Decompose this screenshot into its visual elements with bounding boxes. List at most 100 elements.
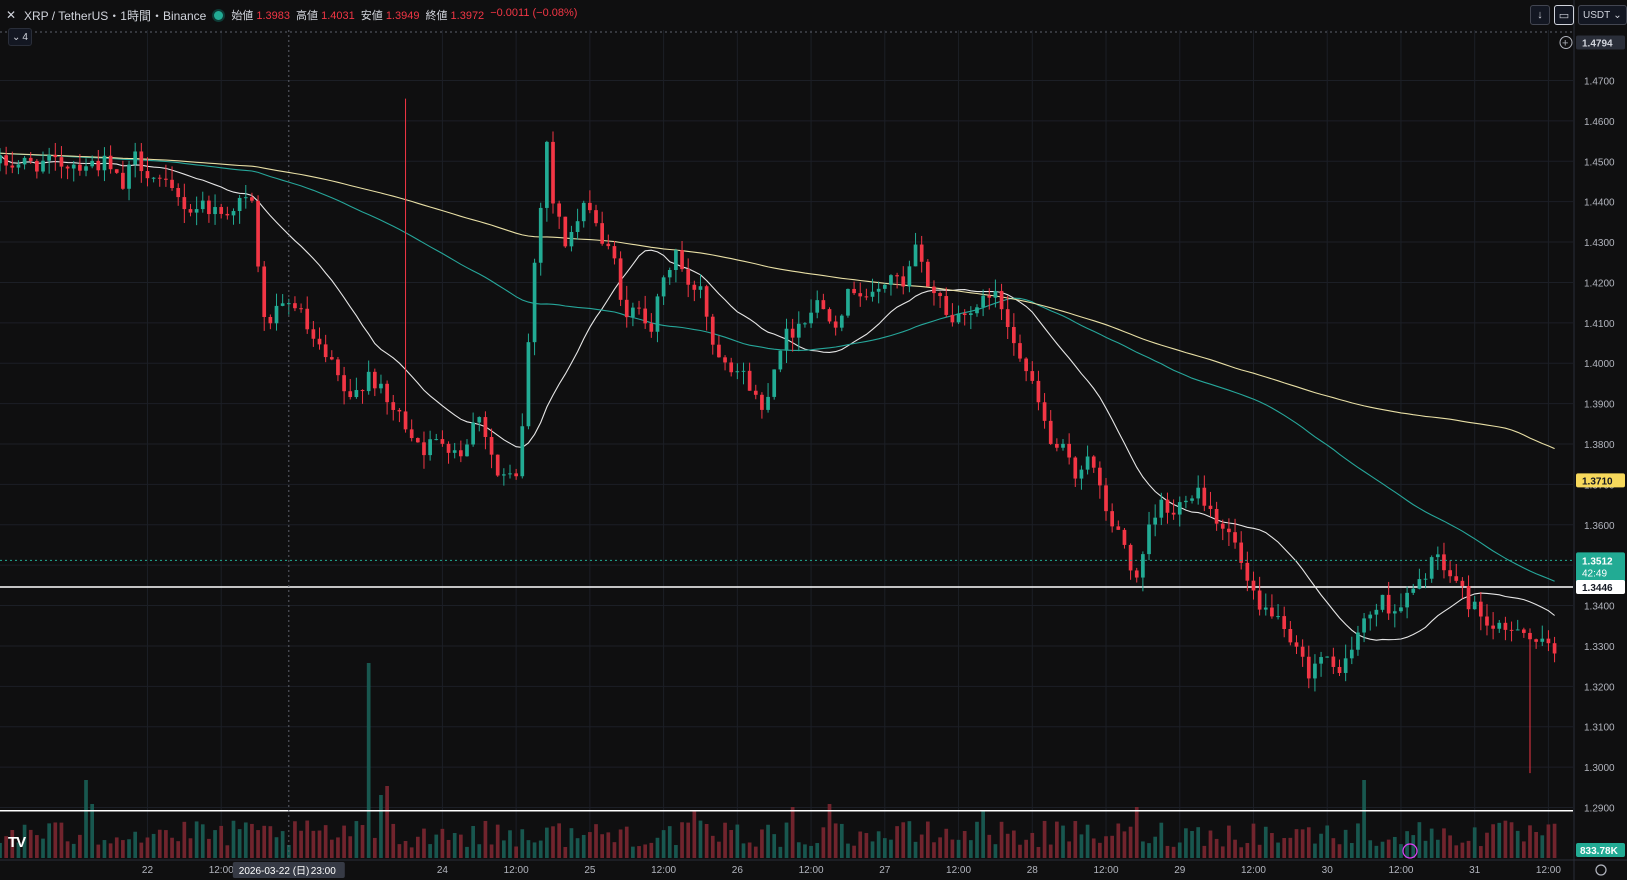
volume-bar — [698, 820, 703, 858]
download-icon[interactable]: ↓ — [1530, 5, 1550, 25]
hline-price-label-bg — [1576, 579, 1625, 594]
price-tick-label: 1.4300 — [1584, 238, 1615, 249]
candle-body — [1528, 632, 1532, 640]
candle-body — [1036, 380, 1041, 403]
horizontal-lines[interactable] — [0, 586, 1573, 812]
volume-bar — [354, 821, 359, 858]
tradingview-logo[interactable]: TV — [8, 834, 26, 851]
candle-body — [102, 155, 107, 171]
volume-bar — [1171, 846, 1176, 858]
currency-select[interactable]: USDT ⌄ — [1578, 5, 1627, 25]
volume-bar — [84, 780, 88, 858]
candle-body — [360, 390, 365, 392]
candle-body — [526, 342, 531, 427]
volume-bar — [1165, 845, 1170, 858]
ma-slow-price-label-bg — [1576, 473, 1625, 488]
volume-bar — [41, 838, 45, 858]
volume-bar — [207, 838, 211, 858]
plus-icon: + — [1562, 38, 1568, 50]
maximize-icon[interactable]: ▭ — [1554, 5, 1574, 25]
time-axis[interactable]: 22 12:00 24 12:00 25 12:00 26 12:00 27 12:00 28 12:… — [0, 859, 1627, 878]
volume-bar — [489, 844, 494, 858]
volume-bar — [121, 840, 125, 858]
volume-bar — [446, 839, 451, 858]
candle-body — [329, 357, 334, 360]
candle-body — [581, 202, 586, 222]
volume-bar — [944, 828, 949, 858]
volume-bar — [1392, 836, 1397, 858]
candle-body — [631, 307, 635, 318]
candle-body — [133, 151, 138, 165]
volume-bar — [280, 831, 285, 858]
volume-bar — [1442, 828, 1446, 858]
volume-bar — [1509, 822, 1514, 858]
candle-body — [262, 266, 267, 317]
volume-bar — [1110, 835, 1115, 858]
volume-bar — [1067, 841, 1071, 858]
volume-bar — [1460, 842, 1465, 858]
volume-bar — [22, 824, 27, 858]
candle-body — [422, 442, 426, 456]
candle-body — [194, 209, 199, 213]
volume-bar — [1055, 821, 1059, 858]
volume-bar — [293, 821, 297, 858]
volume-bar — [649, 842, 654, 858]
candle-body — [999, 290, 1004, 310]
candle-body — [84, 166, 88, 171]
volume-bar — [1411, 835, 1416, 858]
candle-body — [1245, 562, 1250, 581]
candle-body — [876, 288, 881, 292]
volume-bar — [1546, 824, 1551, 858]
volume-bar — [1454, 845, 1459, 858]
candle-body — [520, 426, 525, 477]
candle-body — [446, 443, 451, 453]
volume-bar — [231, 820, 236, 858]
candle-body — [508, 473, 512, 475]
volume-bar — [366, 663, 371, 858]
indicator-toggle-button[interactable]: ⌄ 4 — [8, 28, 32, 46]
volume-bar — [323, 825, 328, 858]
volume-bar — [981, 810, 985, 858]
candle-body — [274, 305, 279, 324]
candle-body — [286, 303, 291, 305]
candle-body — [1208, 505, 1213, 509]
candle-body — [1399, 607, 1403, 612]
candle-body — [846, 288, 850, 316]
volume-bar — [458, 834, 463, 858]
candle-body — [336, 359, 340, 376]
candle-body — [385, 383, 389, 403]
volume-bar — [606, 832, 611, 858]
volume-bar — [962, 831, 967, 858]
candle-body — [864, 296, 869, 298]
candle-body — [250, 197, 254, 201]
ohlc-change: −0.0011 (−0.08%) — [490, 7, 578, 19]
close-icon[interactable]: ✕ — [5, 8, 17, 22]
candle-body — [348, 391, 353, 398]
ohlc-values: 始値 1.3983 高値 1.4031 安値 1.3949 終値 1.3972 … — [231, 7, 577, 23]
volume-bar — [483, 820, 488, 858]
volume-bar — [956, 839, 961, 858]
candle-body — [594, 210, 598, 224]
volume-bar — [1270, 833, 1274, 858]
volume-bar — [1024, 839, 1028, 858]
symbol-title[interactable]: XRP / TetherUS・1時間・Binance — [24, 8, 207, 23]
volume-bar — [10, 829, 15, 858]
last-price-label: 1.3512 — [1582, 556, 1613, 567]
candle-body — [465, 444, 469, 457]
volume-bar — [102, 840, 107, 858]
candle-body — [225, 213, 230, 216]
lightning-icon — [1402, 843, 1418, 859]
candle-body — [342, 375, 346, 392]
volume-bar — [90, 804, 95, 858]
candle-body — [483, 417, 488, 437]
market-status-icon[interactable] — [214, 10, 224, 20]
candle-body — [1184, 500, 1188, 503]
volume-bar — [545, 827, 549, 858]
volume-bar — [477, 844, 482, 858]
candle-body — [968, 313, 973, 315]
volume-bar — [895, 826, 899, 858]
volume-bar — [661, 830, 666, 858]
volume-bar — [618, 829, 623, 858]
volume-bar — [1030, 832, 1035, 858]
